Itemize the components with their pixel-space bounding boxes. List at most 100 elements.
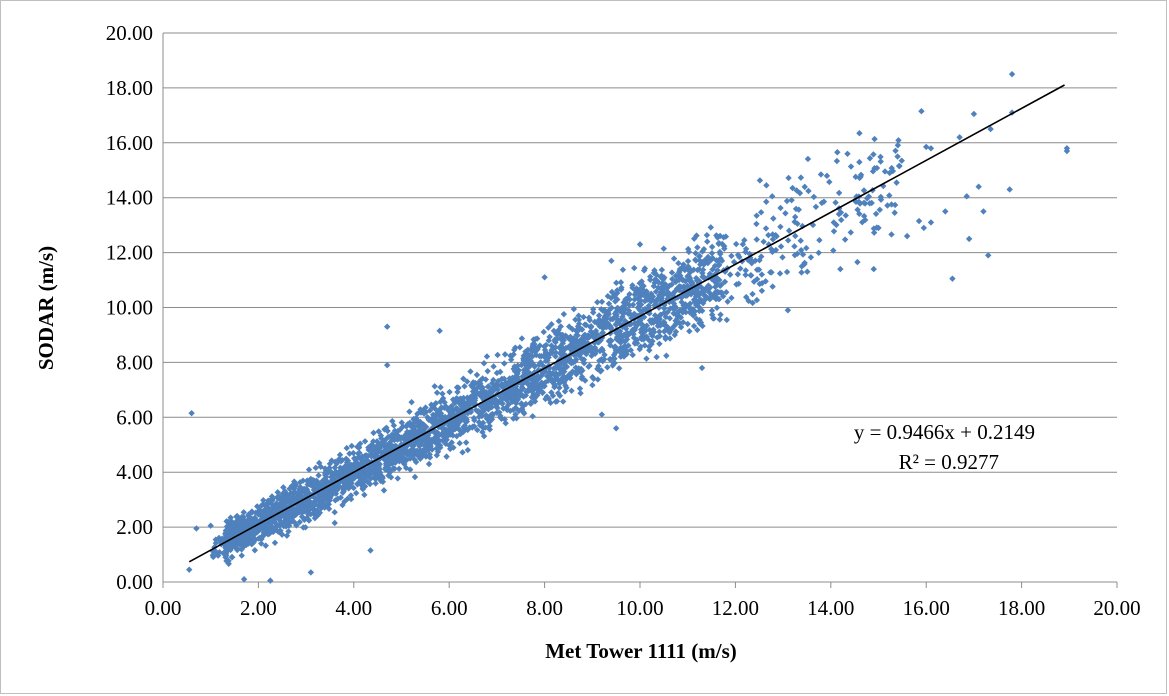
data-point: [694, 244, 701, 251]
data-point: [601, 320, 608, 327]
data-point: [261, 511, 269, 518]
data-point: [597, 320, 604, 328]
data-point: [523, 368, 530, 375]
data-point: [777, 243, 785, 250]
data-point: [856, 129, 863, 137]
data-point: [281, 488, 289, 495]
data-point: [856, 174, 863, 182]
data-point: [894, 142, 902, 149]
data-point: [501, 375, 508, 382]
data-point: [396, 426, 404, 433]
data-point: [268, 523, 276, 530]
data-point: [577, 390, 584, 397]
data-point: [532, 346, 539, 353]
data-point: [312, 464, 319, 472]
data-point: [433, 445, 440, 452]
data-point: [575, 320, 583, 327]
data-point: [816, 236, 823, 244]
data-point: [394, 436, 401, 443]
data-point: [223, 544, 230, 551]
data-point: [522, 358, 530, 365]
data-point: [758, 287, 766, 294]
data-point: [605, 300, 613, 307]
data-point: [436, 437, 443, 444]
data-point: [311, 514, 319, 522]
y-tick-label: 0.00: [116, 570, 153, 594]
data-point: [714, 267, 721, 274]
data-point: [847, 229, 854, 236]
data-point: [685, 248, 693, 256]
data-point: [519, 378, 526, 386]
data-point: [417, 455, 424, 462]
data-point: [713, 232, 720, 239]
y-tick-label: 14.00: [106, 186, 153, 210]
data-point: [866, 155, 874, 162]
data-point: [529, 340, 537, 348]
data-point: [472, 390, 479, 397]
data-point: [648, 340, 655, 348]
data-point: [639, 321, 646, 329]
data-point: [763, 198, 770, 205]
data-point: [708, 249, 716, 257]
data-point: [568, 387, 575, 394]
data-point: [478, 410, 485, 417]
data-point: [842, 212, 849, 219]
data-point: [281, 500, 289, 507]
data-point: [716, 282, 724, 290]
data-point: [895, 137, 902, 144]
data-point: [608, 257, 615, 265]
data-point: [188, 409, 195, 417]
y-tick-label: 6.00: [116, 405, 153, 429]
data-point: [782, 210, 789, 217]
data-point: [555, 377, 562, 384]
data-point: [602, 323, 610, 331]
data-point: [681, 291, 689, 298]
data-point: [542, 379, 549, 386]
data-point: [622, 325, 630, 332]
data-point: [331, 509, 338, 516]
data-point: [641, 342, 648, 349]
data-point: [749, 290, 756, 298]
data-point: [448, 407, 455, 415]
data-point: [226, 541, 234, 548]
data-point: [553, 398, 561, 405]
data-point: [859, 219, 866, 226]
data-point: [590, 330, 597, 337]
data-point: [601, 351, 608, 359]
data-point: [301, 516, 308, 524]
data-point: [661, 305, 668, 312]
data-point: [851, 197, 859, 204]
data-point: [599, 329, 606, 337]
data-point: [679, 319, 687, 326]
data-point: [685, 245, 692, 253]
data-point: [580, 313, 587, 321]
data-point: [776, 270, 784, 277]
data-point: [643, 355, 650, 362]
data-point: [629, 301, 637, 309]
data-point: [871, 135, 878, 143]
data-point: [637, 319, 644, 327]
data-point: [918, 108, 925, 115]
data-point: [516, 344, 524, 351]
data-point: [303, 500, 310, 507]
data-point: [260, 529, 267, 536]
data-point: [347, 492, 355, 499]
data-point: [574, 332, 581, 339]
data-point: [805, 187, 812, 195]
data-point: [608, 304, 615, 312]
data-point: [460, 394, 467, 402]
data-point: [695, 299, 702, 306]
data-point: [272, 524, 279, 531]
data-point: [647, 273, 654, 280]
data-point: [389, 436, 396, 443]
data-point: [413, 447, 421, 454]
data-point: [621, 338, 629, 345]
data-point: [389, 417, 396, 425]
data-point: [234, 534, 242, 542]
data-point: [570, 305, 578, 313]
data-point: [519, 385, 527, 392]
data-point: [230, 540, 238, 547]
data-point: [650, 326, 657, 333]
data-point: [643, 333, 650, 340]
